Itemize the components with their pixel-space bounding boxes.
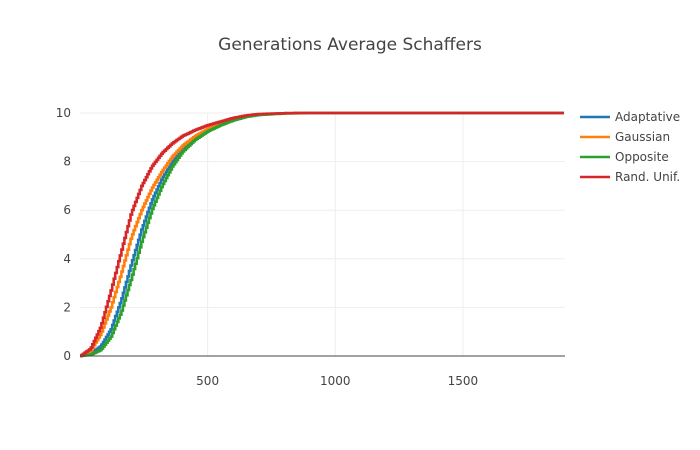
y-tick-label-1: 2 [63, 300, 71, 314]
y-tick-label-5: 10 [56, 106, 71, 120]
series-line-rand-unif [80, 111, 564, 358]
axis-layer: 0 2 4 6 8 10 500 1000 1500 [56, 106, 565, 388]
legend: Adaptative Gaussian Opposite Rand. Unif. [580, 110, 680, 184]
legend-label-rand-unif[interactable]: Rand. Unif. [615, 170, 680, 184]
legend-label-adaptative[interactable]: Adaptative [615, 110, 680, 124]
y-tick-label-3: 6 [63, 203, 71, 217]
x-tick-label-1: 1000 [320, 374, 351, 388]
series-layer [80, 111, 564, 358]
y-tick-label-4: 8 [63, 155, 71, 169]
y-tick-label-0: 0 [63, 349, 71, 363]
legend-label-gaussian[interactable]: Gaussian [615, 130, 670, 144]
x-tick-label-2: 1500 [448, 374, 479, 388]
series-line-gaussian [80, 111, 564, 358]
grid-layer [80, 112, 565, 356]
chart-title: Generations Average Schaffers [218, 35, 482, 55]
x-tick-label-0: 500 [196, 374, 219, 388]
series-line-adaptative [80, 111, 564, 358]
legend-label-opposite[interactable]: Opposite [615, 150, 669, 164]
series-line-opposite [80, 111, 564, 358]
y-tick-label-2: 4 [63, 252, 71, 266]
